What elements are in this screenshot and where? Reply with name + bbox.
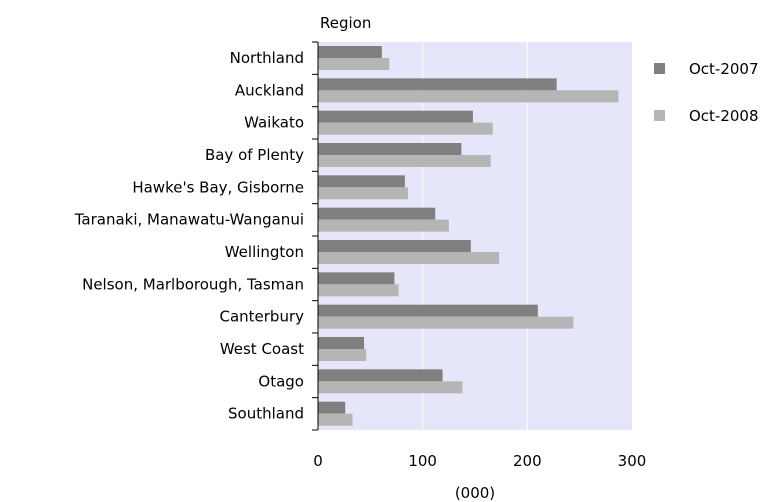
bar — [318, 78, 557, 91]
bar — [318, 175, 405, 188]
bar — [318, 252, 500, 264]
bar — [318, 401, 346, 414]
category-label: Canterbury — [219, 308, 304, 326]
bar — [318, 413, 353, 426]
plot-area — [318, 42, 632, 430]
bar — [318, 219, 449, 232]
bar — [318, 155, 491, 167]
category-labels: Northland Auckland Waikato Bay of Plenty Haw… — [74, 49, 304, 423]
axes — [312, 41, 319, 431]
bar — [318, 187, 409, 200]
x-tick-label: 300 — [618, 452, 647, 470]
bar — [318, 207, 436, 220]
bar — [318, 58, 390, 70]
x-tick-label: 100 — [408, 452, 437, 470]
bar — [318, 240, 471, 252]
y-axis-title: Region — [320, 14, 371, 32]
x-tick-label: 0 — [313, 452, 323, 470]
bar — [318, 46, 382, 58]
legend: Oct-2007 Oct-2008 — [654, 60, 759, 125]
category-label: Auckland — [235, 81, 304, 99]
bars — [318, 46, 619, 426]
category-label: Nelson, Marlborough, Tasman — [82, 275, 304, 293]
x-tick-label: 200 — [513, 452, 542, 470]
bar — [318, 304, 538, 317]
bar — [318, 337, 365, 349]
gridlines — [422, 42, 528, 430]
bar — [318, 122, 493, 135]
category-label: West Coast — [220, 340, 304, 358]
category-label: Otago — [258, 372, 304, 390]
x-axis-title: (000) — [455, 484, 495, 502]
bar — [318, 143, 462, 155]
category-label: Hawke's Bay, Gisborne — [132, 178, 304, 196]
bar — [318, 284, 399, 297]
category-label: Southland — [228, 405, 304, 423]
category-label: Waikato — [244, 114, 304, 132]
bar — [318, 381, 463, 394]
bar — [318, 90, 619, 103]
legend-label: Oct-2008 — [689, 107, 759, 125]
category-label: Wellington — [225, 243, 304, 261]
category-label: Bay of Plenty — [205, 146, 304, 164]
bar — [318, 349, 367, 361]
category-label: Taranaki, Manawatu-Wanganui — [74, 211, 304, 229]
bar — [318, 272, 395, 285]
bar — [318, 316, 574, 329]
legend-swatch — [654, 110, 665, 121]
bar — [318, 369, 443, 382]
legend-label: Oct-2007 — [689, 60, 759, 78]
bar — [318, 110, 473, 123]
legend-swatch — [654, 63, 665, 74]
x-tick-labels: 0 100 200 300 — [313, 452, 646, 470]
category-label: Northland — [230, 49, 304, 67]
